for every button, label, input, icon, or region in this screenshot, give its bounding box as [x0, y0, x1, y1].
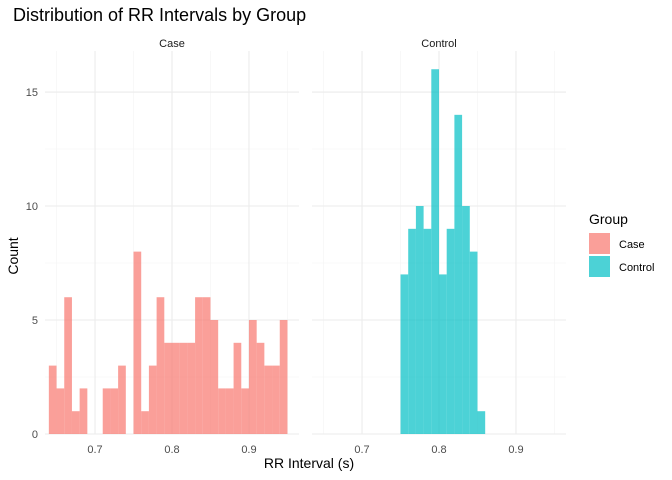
facet-strip-label: Case — [159, 38, 185, 50]
x-axis-title: RR Interval (s) — [264, 455, 354, 471]
histogram-bar-case — [179, 342, 188, 434]
histogram-bar-case — [233, 342, 242, 434]
histogram-bar-case — [71, 411, 80, 434]
x-tick-label: 0.7 — [87, 444, 102, 456]
histogram-bar-control — [408, 228, 416, 434]
histogram-bar-control — [469, 251, 478, 434]
histogram-bar-case — [148, 365, 157, 434]
histogram-bar-case — [225, 388, 234, 434]
histogram-bar-case — [256, 342, 265, 434]
histogram-bar-case — [187, 342, 196, 434]
histogram-bar-case — [241, 388, 249, 434]
histogram-bar-case — [210, 320, 219, 434]
x-tick-label: 0.7 — [354, 444, 369, 456]
histogram-bar-control — [446, 228, 455, 434]
legend-label-case: Case — [619, 239, 645, 251]
histogram-bar-case — [264, 365, 273, 434]
legend-key-case — [589, 233, 610, 254]
histogram-bar-case — [272, 365, 280, 434]
histogram-bar-control — [454, 114, 463, 434]
histogram-bar-control — [423, 228, 432, 434]
histogram-bar-case — [248, 320, 257, 434]
facet-panel-case: Case 0.7 0.8 0.9 — [45, 38, 299, 456]
facet-strip-label: Control — [421, 38, 456, 50]
histogram-bar-control — [462, 206, 470, 434]
legend-title: Group — [589, 211, 628, 227]
legend: Group Case Control — [589, 211, 654, 277]
x-tick-label: 0.8 — [164, 444, 179, 456]
y-tick-label: 5 — [32, 315, 38, 327]
histogram-bar-case — [118, 365, 126, 434]
legend-key-control — [589, 256, 610, 277]
histogram-bar-case — [156, 297, 165, 434]
y-tick-label: 10 — [26, 201, 38, 213]
histogram-bar-case — [141, 411, 149, 434]
histogram-bar-control — [477, 411, 486, 434]
histogram-bar-case — [48, 365, 57, 434]
y-axis-title: Count — [5, 237, 21, 274]
histogram-bar-control — [400, 274, 409, 434]
histogram-bar-case — [64, 297, 72, 434]
y-tick-label: 15 — [26, 87, 38, 99]
histogram-bar-case — [172, 342, 180, 434]
histogram-bar-case — [110, 388, 119, 434]
histogram-bar-case — [56, 388, 65, 434]
x-tick-label: 0.9 — [241, 444, 256, 456]
y-tick-label: 0 — [32, 429, 38, 441]
x-tick-label: 0.8 — [431, 444, 446, 456]
histogram-bar-control — [415, 206, 424, 434]
histogram-bar-case — [133, 251, 142, 434]
histogram-bar-control — [439, 274, 447, 434]
chart-title: Distribution of RR Intervals by Group — [13, 5, 306, 25]
histogram-bar-case — [79, 388, 88, 434]
legend-label-control: Control — [619, 262, 654, 274]
histogram-bar-case — [218, 388, 226, 434]
histogram-bar-case — [279, 320, 288, 434]
facet-panels: Case 0.7 0.8 0.9 Control 0.7 0.8 0.9 0 5 10 15 — [26, 38, 566, 456]
histogram-bar-case — [202, 297, 211, 434]
histogram-bar-case — [164, 342, 172, 434]
histogram-bar-case — [102, 388, 111, 434]
facet-panel-control: Control 0.7 0.8 0.9 — [312, 38, 566, 456]
histogram-bar-case — [195, 297, 203, 434]
x-tick-label: 0.9 — [508, 444, 523, 456]
histogram-bar-control — [431, 69, 439, 434]
